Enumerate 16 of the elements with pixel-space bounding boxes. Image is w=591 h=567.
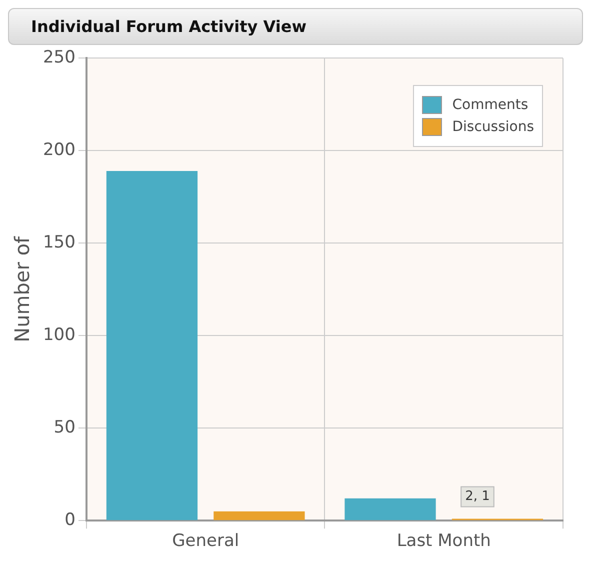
bar (106, 171, 198, 520)
y-axis-title: Number of (10, 235, 34, 342)
legend-label: Comments (452, 97, 528, 113)
x-tick-label: Last Month (396, 531, 491, 552)
x-tick-label: General (172, 531, 240, 552)
bar (214, 511, 305, 520)
bar (344, 498, 436, 520)
y-tick-label: 0 (64, 510, 76, 530)
y-tick-label: 250 (42, 48, 76, 68)
legend-label: Discussions (452, 119, 534, 135)
y-tick-label: 150 (42, 232, 76, 253)
y-tick-label: 200 (42, 140, 76, 160)
y-tick-label: 50 (54, 418, 76, 438)
chart-title: Individual Forum Activity View (8, 8, 583, 45)
annotation: 2, 1 (465, 489, 490, 504)
y-tick-label: 100 (42, 325, 76, 346)
